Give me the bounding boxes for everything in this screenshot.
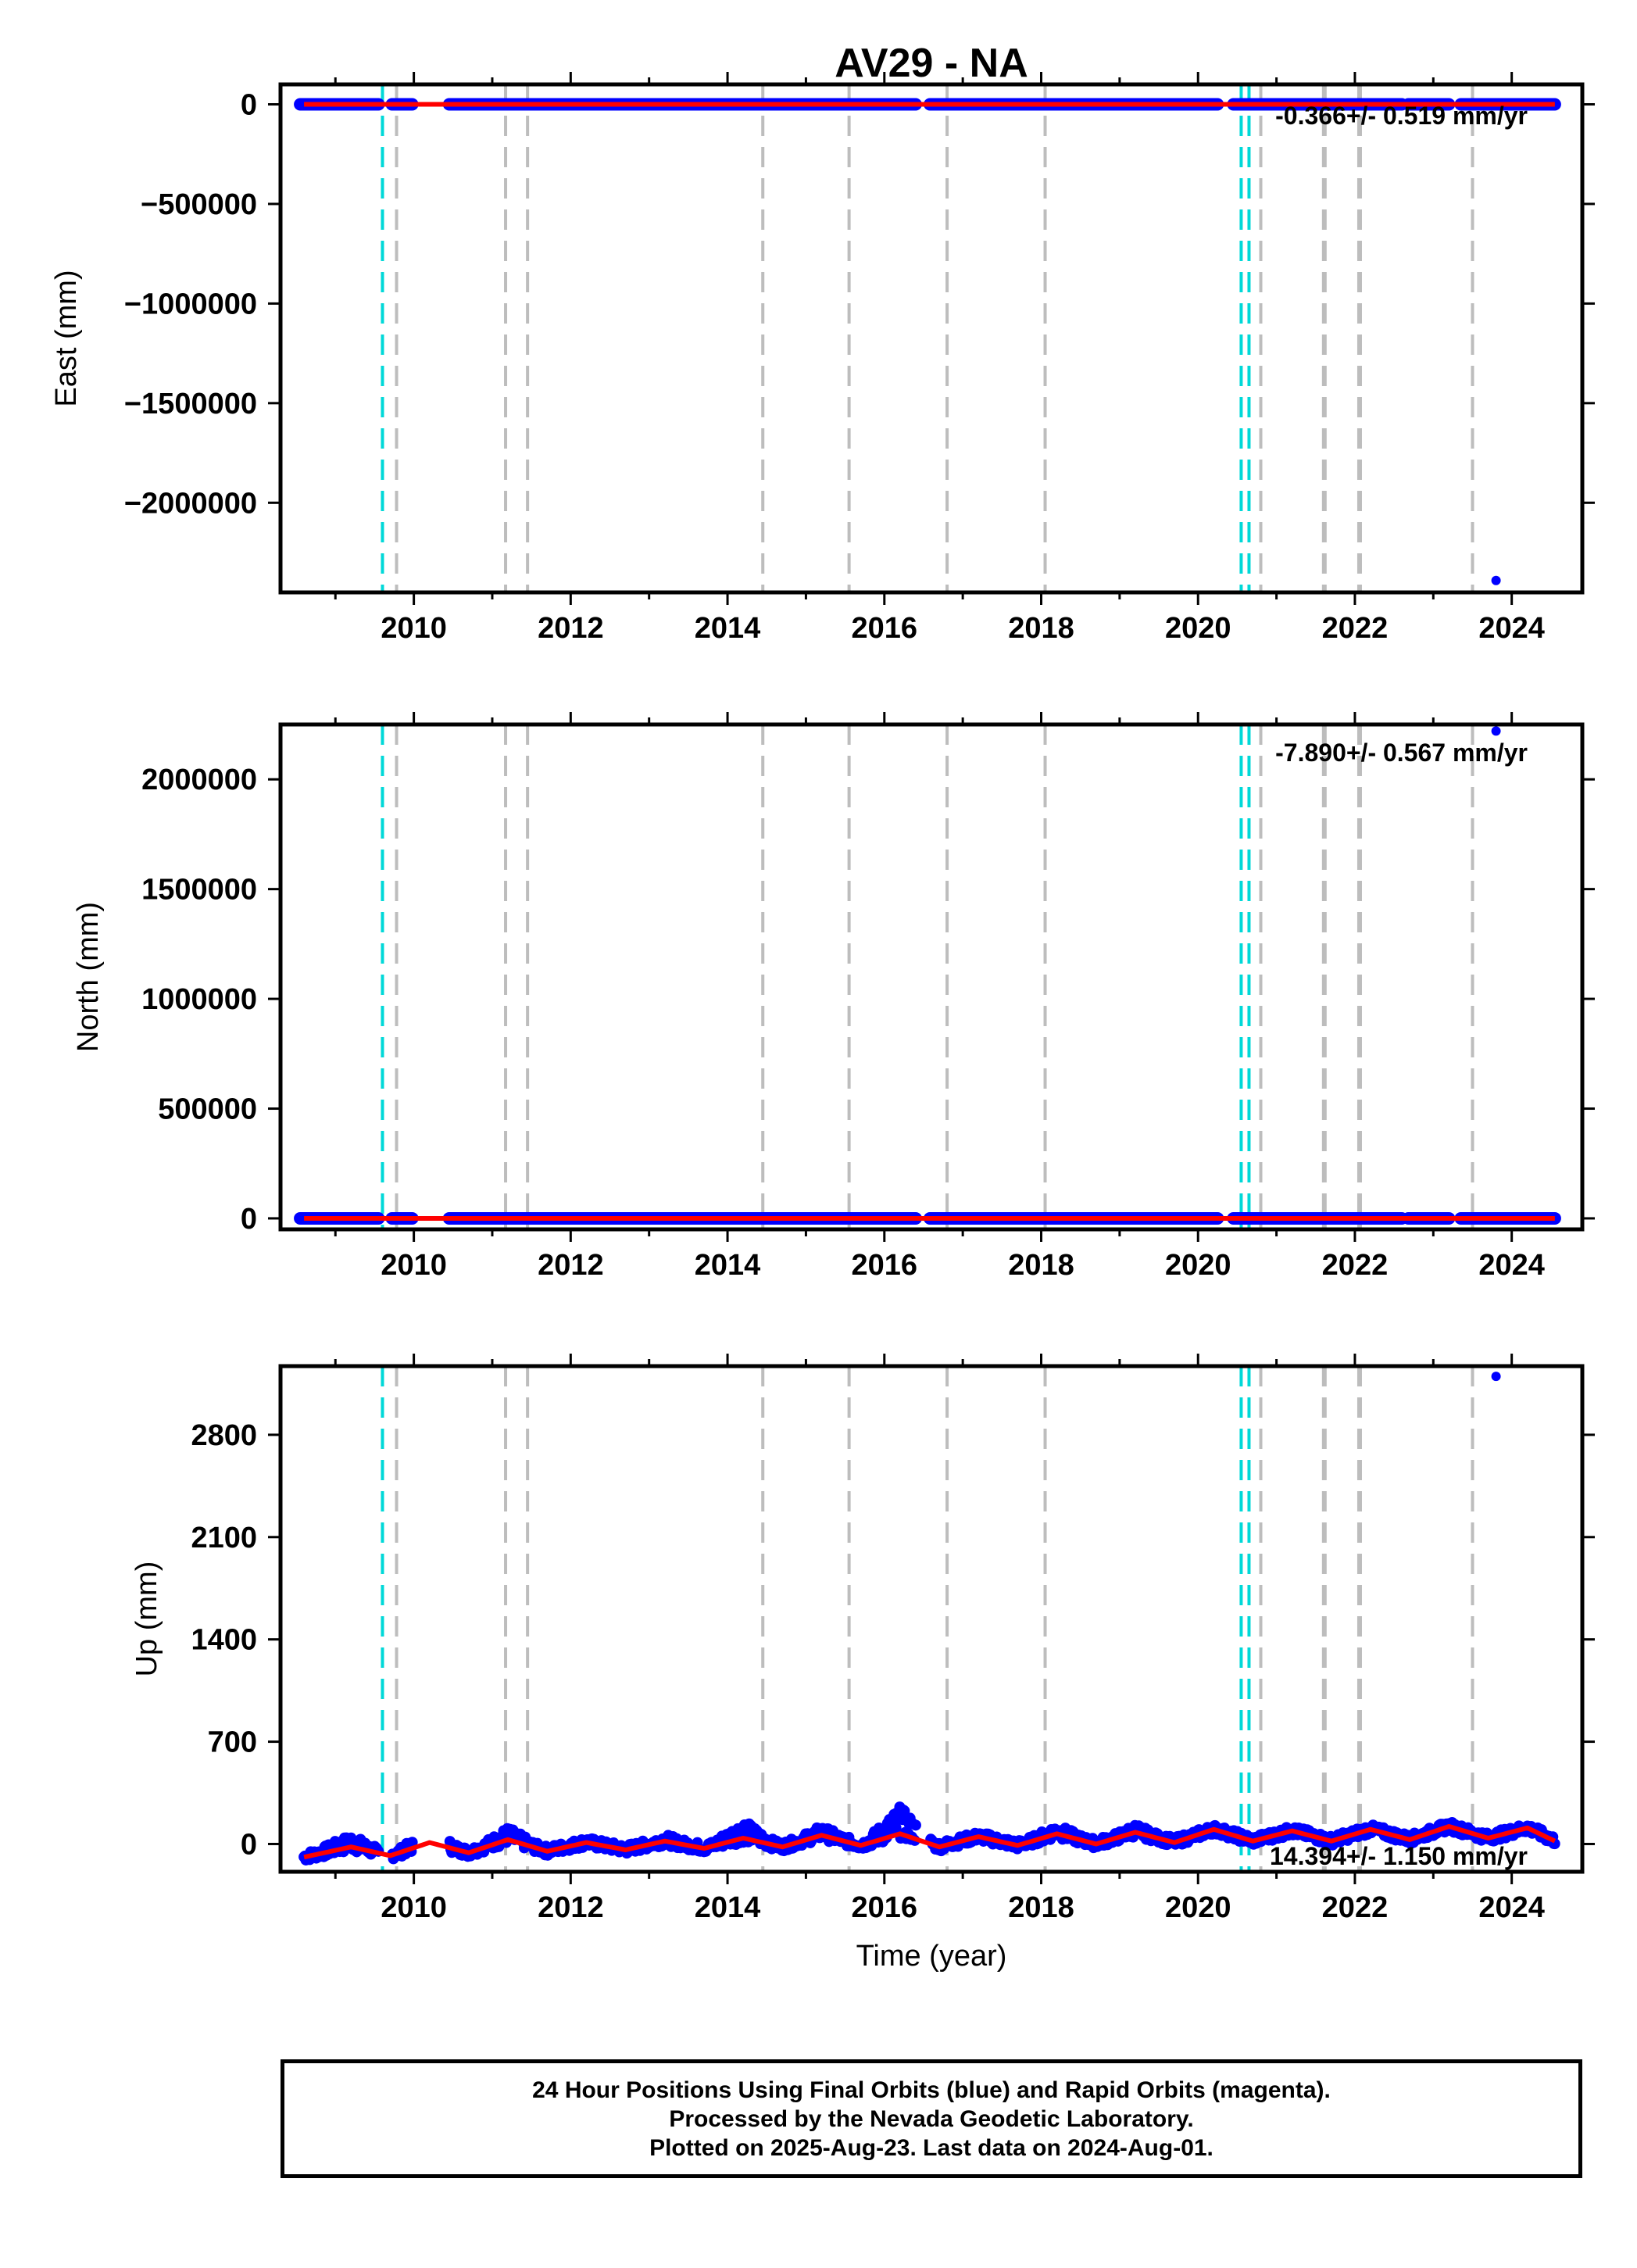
y-tick-label: 2800 bbox=[191, 1419, 257, 1452]
y-tick-label: 0 bbox=[241, 1828, 257, 1861]
y-tick-label: 0 bbox=[241, 88, 257, 121]
outlier-point bbox=[1491, 726, 1501, 736]
footer-line-processor: Processed by the Nevada Geodetic Laborat… bbox=[669, 2105, 1194, 2132]
x-tick-label: 2022 bbox=[1322, 1891, 1389, 1924]
y-tick-label: 500000 bbox=[158, 1093, 257, 1126]
x-tick-label: 2018 bbox=[1008, 1249, 1074, 1282]
x-tick-label: 2018 bbox=[1008, 612, 1074, 645]
y-axis-label: Up (mm) bbox=[130, 1561, 163, 1677]
x-tick-label: 2010 bbox=[381, 612, 447, 645]
y-tick-label: 0 bbox=[241, 1203, 257, 1236]
x-tick-label: 2016 bbox=[852, 1891, 918, 1924]
x-tick-label: 2018 bbox=[1008, 1891, 1074, 1924]
y-tick-label: 1400 bbox=[191, 1624, 257, 1657]
x-tick-label: 2012 bbox=[538, 612, 604, 645]
x-tick-label: 2022 bbox=[1322, 612, 1389, 645]
x-tick-label: 2012 bbox=[538, 1891, 604, 1924]
y-tick-label: 2000000 bbox=[141, 764, 257, 796]
panel-up: 2010 2012 2014 2016 2018 2020 2022 2024 0 700 1400… bbox=[130, 1354, 1595, 1924]
x-axis-label: Time (year) bbox=[856, 1940, 1007, 1973]
x-tick-label: 2024 bbox=[1478, 612, 1545, 645]
y-tick-label: 1000000 bbox=[141, 983, 257, 1016]
footer-line-dates: Plotted on 2025-Aug-23. Last data on 202… bbox=[649, 2134, 1213, 2161]
plot-frame bbox=[278, 722, 1585, 1232]
x-tick-label: 2022 bbox=[1322, 1249, 1389, 1282]
plot-frame bbox=[278, 82, 1585, 595]
x-tick-label: 2012 bbox=[538, 1249, 604, 1282]
position-point bbox=[890, 1822, 902, 1833]
footer-line-orbits: 24 Hour Positions Using Final Orbits (bl… bbox=[532, 2077, 1331, 2103]
x-tick-label: 2020 bbox=[1165, 1891, 1231, 1924]
velocity-annotation: -0.366+/- 0.519 mm/yr bbox=[1275, 102, 1528, 130]
outlier-point bbox=[1491, 1372, 1501, 1382]
y-tick-label: −2000000 bbox=[124, 487, 257, 520]
panels: 2010 2012 2014 2016 2018 2020 2022 2024 0 −500000… bbox=[50, 72, 1595, 1924]
y-axis-label: North (mm) bbox=[72, 902, 105, 1052]
x-tick-label: 2010 bbox=[381, 1891, 447, 1924]
x-tick-label: 2020 bbox=[1165, 1249, 1231, 1282]
x-tick-label: 2014 bbox=[695, 612, 761, 645]
plot-frame bbox=[278, 1364, 1585, 1874]
velocity-annotation: -7.890+/- 0.567 mm/yr bbox=[1275, 739, 1528, 767]
x-tick-label: 2010 bbox=[381, 1249, 447, 1282]
outlier-point bbox=[1491, 575, 1501, 585]
y-axis-label: East (mm) bbox=[50, 270, 83, 406]
y-tick-label: −1500000 bbox=[124, 388, 257, 420]
y-tick-label: 700 bbox=[208, 1726, 257, 1759]
velocity-annotation: 14.394+/- 1.150 mm/yr bbox=[1270, 1842, 1528, 1870]
y-tick-label: −500000 bbox=[141, 188, 257, 221]
x-tick-label: 2016 bbox=[852, 1249, 918, 1282]
processing-info-box: 24 Hour Positions Using Final Orbits (bl… bbox=[281, 2059, 1582, 2178]
chart-title: AV29 - NA bbox=[835, 41, 1028, 86]
x-tick-label: 2024 bbox=[1478, 1891, 1545, 1924]
position-point bbox=[910, 1819, 921, 1831]
x-tick-label: 2016 bbox=[852, 612, 918, 645]
model-seasonal-line bbox=[303, 1824, 1557, 1860]
y-tick-label: 1500000 bbox=[141, 874, 257, 907]
x-tick-label: 2014 bbox=[695, 1891, 761, 1924]
x-tick-label: 2020 bbox=[1165, 612, 1231, 645]
y-tick-label: 2100 bbox=[191, 1522, 257, 1554]
x-tick-label: 2014 bbox=[695, 1249, 761, 1282]
panel-east: 2010 2012 2014 2016 2018 2020 2022 2024 0 −500000… bbox=[50, 72, 1595, 645]
panel-north: 2010 2012 2014 2016 2018 2020 2022 2024 0 500000 1… bbox=[72, 712, 1595, 1282]
x-tick-label: 2024 bbox=[1478, 1249, 1545, 1282]
y-tick-label: −1000000 bbox=[124, 288, 257, 320]
